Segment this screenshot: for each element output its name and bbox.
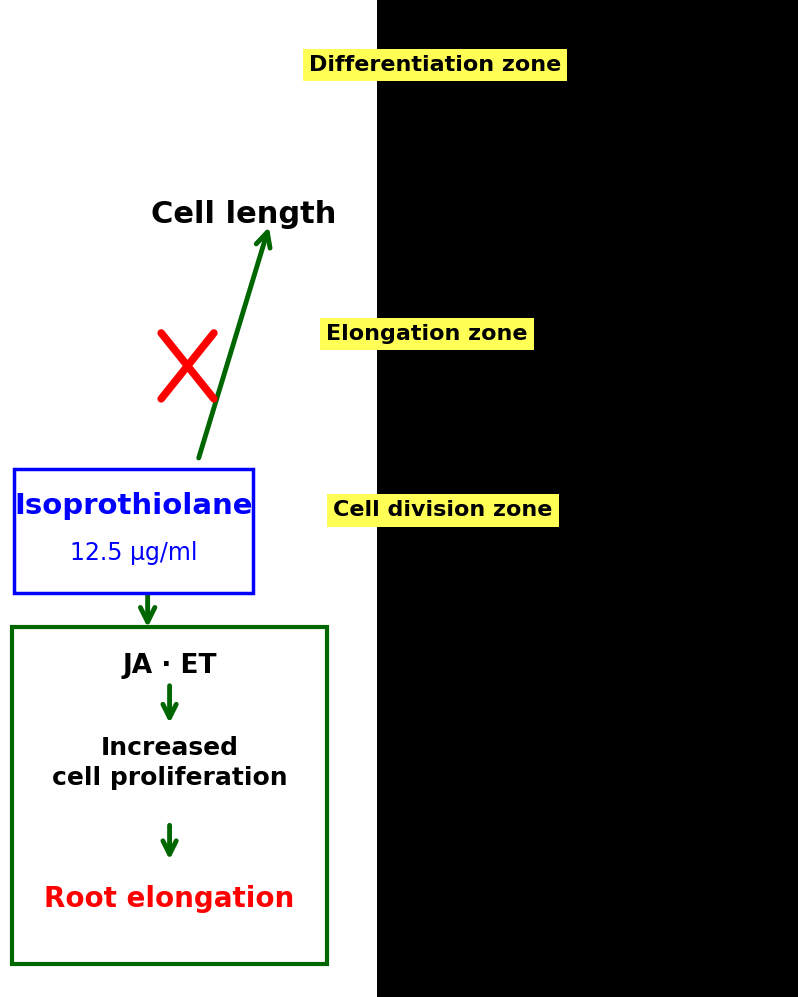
Text: Elongation zone: Elongation zone [326,324,527,344]
Text: Cell length: Cell length [151,199,336,229]
Text: Root elongation: Root elongation [45,885,294,913]
Text: 12.5 μg/ml: 12.5 μg/ml [69,540,197,565]
FancyBboxPatch shape [12,627,327,964]
Text: JA · ET: JA · ET [122,653,217,679]
Text: Differentiation zone: Differentiation zone [309,55,561,75]
Text: Isoprothiolane: Isoprothiolane [14,492,252,520]
Text: Increased
cell proliferation: Increased cell proliferation [52,736,287,790]
FancyBboxPatch shape [14,469,253,593]
Text: Cell division zone: Cell division zone [334,500,552,520]
FancyBboxPatch shape [377,0,798,997]
